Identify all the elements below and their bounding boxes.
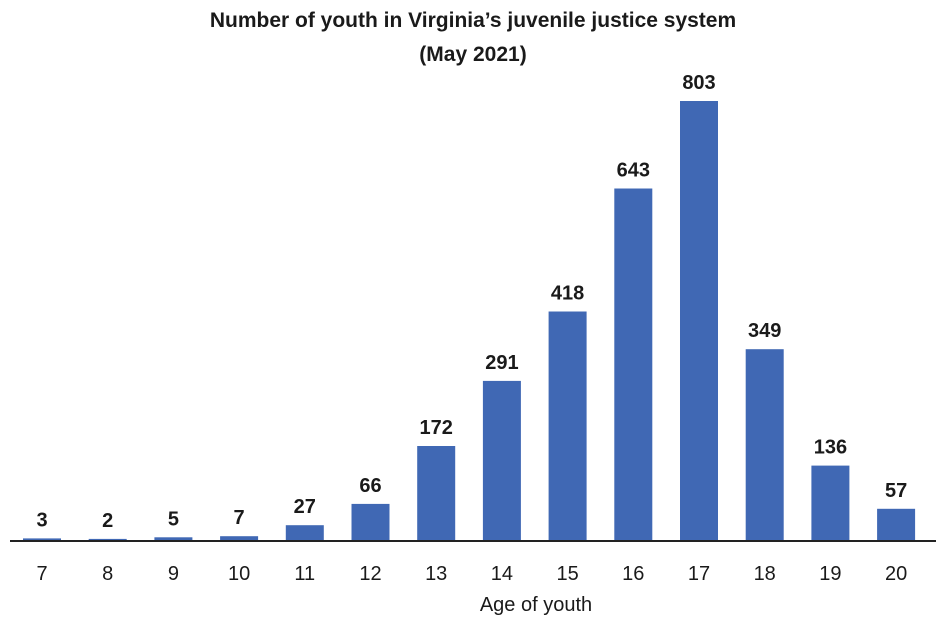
x-tick-label-10: 10: [228, 563, 250, 585]
bar-age-20: [877, 508, 916, 540]
bar-age-13: [417, 446, 456, 540]
x-tick-label-8: 8: [102, 563, 113, 585]
data-label-age-10: 7: [234, 507, 245, 529]
bar-age-19: [811, 465, 850, 540]
data-label-age-15: 418: [551, 283, 584, 305]
x-tick-label-9: 9: [168, 563, 179, 585]
x-tick-label-11: 11: [294, 563, 315, 585]
data-label-age-19: 136: [814, 437, 847, 459]
bar-age-14: [482, 380, 521, 540]
chart-title: Number of youth in Virginia’s juvenile j…: [209, 9, 737, 32]
bar-age-15: [548, 311, 587, 540]
x-tick-label-14: 14: [491, 563, 513, 585]
data-label-age-11: 27: [294, 496, 316, 518]
data-label-age-12: 66: [359, 475, 381, 497]
data-label-age-7: 3: [36, 509, 47, 531]
bar-age-10: [220, 536, 259, 540]
x-tick-label-20: 20: [885, 563, 907, 585]
bar-age-9: [154, 537, 193, 540]
bar-age-8: [88, 538, 127, 540]
data-label-age-16: 643: [617, 160, 650, 182]
bar-age-11: [285, 525, 324, 540]
x-tick-label-12: 12: [359, 563, 381, 585]
data-label-age-14: 291: [485, 352, 518, 374]
data-label-age-17: 803: [682, 72, 715, 94]
x-tick-label-7: 7: [36, 563, 47, 585]
x-tick-label-13: 13: [425, 563, 447, 585]
bar-age-17: [680, 101, 718, 540]
chart-subtitle: (May 2021): [419, 43, 527, 66]
data-label-age-20: 57: [885, 480, 907, 502]
data-label-age-18: 349: [748, 320, 781, 342]
x-axis-title: Age of youth: [480, 594, 592, 616]
bar-age-12: [351, 503, 390, 540]
x-tick-label-19: 19: [819, 563, 841, 585]
bar-age-7: [23, 538, 61, 540]
x-tick-label-18: 18: [754, 563, 776, 585]
data-label-age-13: 172: [420, 417, 453, 439]
x-tick-labels-group: 7 8 9 10 11 12 13 14 15 16 17 18 19 20: [36, 563, 907, 585]
bar-age-16: [614, 188, 653, 540]
x-tick-label-17: 17: [688, 563, 710, 585]
data-label-age-8: 2: [102, 510, 113, 532]
x-tick-label-16: 16: [622, 563, 644, 585]
bar-age-18: [745, 349, 784, 540]
data-label-age-9: 5: [168, 508, 179, 530]
x-tick-label-15: 15: [556, 563, 578, 585]
bars-group: [23, 101, 916, 540]
